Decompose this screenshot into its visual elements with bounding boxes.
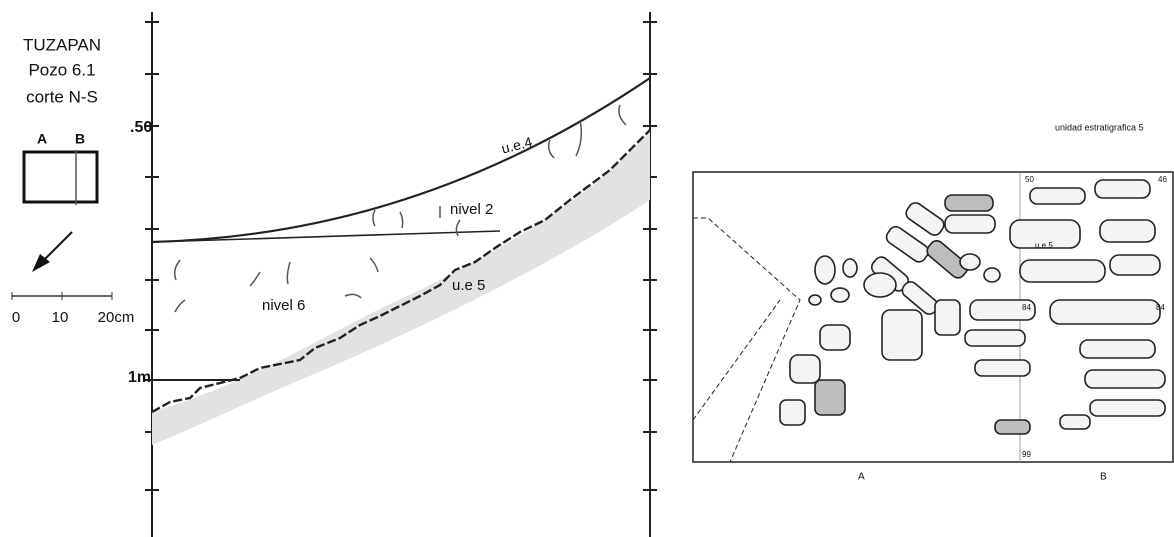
- stone: [964, 329, 1026, 347]
- stone: [983, 267, 1001, 283]
- scale-label: 10: [52, 309, 69, 326]
- plan-title: unidad estratigrafica 5: [1055, 122, 1144, 132]
- section-label: corte N-S: [26, 87, 98, 106]
- stone: [944, 214, 996, 234]
- stone: [1109, 254, 1161, 276]
- scale-label: 0: [12, 309, 20, 326]
- stone: [1029, 187, 1086, 205]
- stone: [885, 225, 930, 263]
- corner-label: 50: [1025, 175, 1034, 184]
- box-label: A: [37, 131, 47, 147]
- axis-label: B: [1100, 472, 1107, 483]
- stone: [808, 294, 822, 306]
- layer-label: nivel 2: [450, 201, 493, 218]
- stone: [779, 399, 806, 426]
- depth-label: 1m: [128, 369, 151, 386]
- ue4-line: [151, 77, 651, 244]
- axis-label: A: [858, 472, 865, 483]
- plan-labels: 50 46 u.e.5 84 84 99 A B: [858, 175, 1167, 483]
- stones: [779, 179, 1166, 435]
- stone: [944, 194, 994, 212]
- north-arrowhead: [32, 254, 50, 272]
- depth-ticks: [145, 21, 657, 491]
- section: [145, 12, 657, 537]
- plan: unidad estratigrafica 5: [692, 122, 1174, 483]
- stipple-band: [152, 130, 650, 445]
- layer-label: u.e 5: [452, 277, 485, 294]
- stone: [905, 202, 945, 236]
- dashed-outline: [692, 217, 801, 463]
- stone: [1099, 219, 1156, 243]
- stone: [926, 240, 969, 279]
- legend: TUZAPAN Pozo 6.1 corte N-S A B 0 10 20cm: [11, 35, 135, 326]
- box-label: B: [75, 131, 85, 147]
- stone: [819, 324, 851, 351]
- section-labels: .50 1m u.e.4 nivel 2 nivel 6 u.e 5: [128, 119, 534, 386]
- scale-label: 20cm: [98, 309, 135, 326]
- stone: [881, 309, 923, 361]
- pit-label: Pozo 6.1: [28, 60, 95, 79]
- stone: [863, 272, 897, 298]
- unit-label: u.e.5: [1035, 241, 1053, 250]
- roots: [173, 104, 627, 313]
- stone: [1059, 414, 1091, 430]
- pit-box: [22, 150, 99, 204]
- stone: [1084, 369, 1166, 389]
- bottom-label: 99: [1022, 450, 1031, 459]
- corner-label: 46: [1158, 175, 1167, 184]
- stone: [974, 359, 1031, 377]
- stone: [814, 379, 846, 416]
- layer-label: u.e.4: [500, 133, 534, 156]
- layer-label: nivel 6: [262, 297, 305, 314]
- stone: [830, 287, 850, 303]
- site-title: TUZAPAN: [23, 35, 101, 54]
- stone: [994, 419, 1031, 435]
- stone: [814, 255, 836, 285]
- root-marks: [173, 104, 627, 313]
- mid-label: 84: [1022, 303, 1031, 312]
- mid-label: 84: [1156, 303, 1165, 312]
- ue5-surface: [151, 129, 651, 414]
- nivel2-line: [151, 230, 501, 243]
- stone: [1049, 299, 1161, 325]
- stone: [959, 253, 981, 271]
- depth-label: .50: [130, 119, 152, 136]
- stone: [1089, 399, 1166, 417]
- stone: [1019, 259, 1106, 283]
- stone: [789, 354, 821, 384]
- stone: [842, 258, 858, 278]
- stone: [934, 299, 961, 336]
- stone: [1079, 339, 1156, 359]
- stone: [969, 299, 1036, 321]
- stone: [1094, 179, 1151, 199]
- stone: [1009, 219, 1081, 249]
